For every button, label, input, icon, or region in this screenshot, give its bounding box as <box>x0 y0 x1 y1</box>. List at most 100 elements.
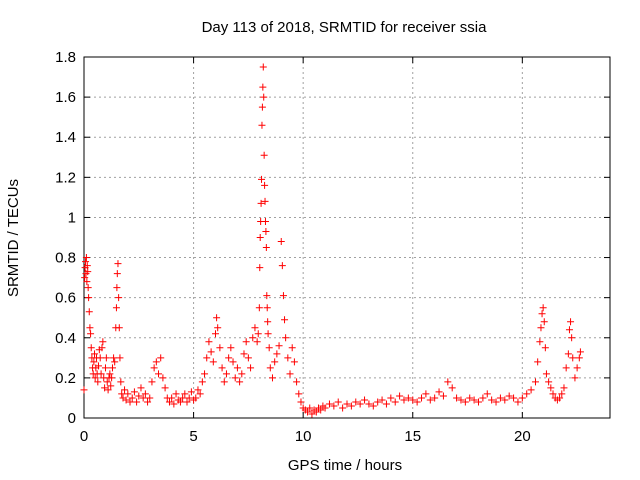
data-point <box>268 374 276 382</box>
data-point <box>104 386 112 394</box>
data-point <box>568 334 576 342</box>
data-point <box>538 310 546 318</box>
y-tick-label: 0.4 <box>55 330 76 347</box>
data-point <box>106 370 114 378</box>
data-point <box>501 396 509 404</box>
data-point <box>575 354 583 362</box>
data-point <box>278 262 286 270</box>
data-point <box>479 394 487 402</box>
data-point <box>107 382 115 390</box>
data-point <box>114 260 122 268</box>
y-tick-label: 1.2 <box>55 169 76 186</box>
data-point <box>139 394 147 402</box>
data-point <box>157 354 165 362</box>
data-point <box>514 398 522 406</box>
data-point <box>260 151 268 159</box>
data-point <box>470 396 478 404</box>
data-point <box>271 358 279 366</box>
data-point <box>547 384 555 392</box>
data-point <box>279 292 287 300</box>
data-point <box>84 268 92 276</box>
data-point <box>453 394 461 402</box>
data-point <box>218 364 226 372</box>
data-point <box>558 390 566 398</box>
data-point <box>212 330 219 338</box>
data-point <box>567 318 575 326</box>
data-point <box>541 344 549 352</box>
data-point <box>457 396 465 404</box>
data-point <box>83 262 91 270</box>
data-point <box>242 338 250 346</box>
data-point <box>369 402 377 410</box>
data-point <box>448 384 456 392</box>
data-point <box>288 344 296 352</box>
data-point <box>135 392 143 400</box>
data-point <box>356 400 364 408</box>
data-point <box>213 314 221 322</box>
data-point <box>339 404 347 412</box>
data-point <box>137 384 145 392</box>
data-point <box>264 330 272 338</box>
data-point <box>534 358 542 366</box>
data-point <box>94 378 102 386</box>
data-point <box>518 394 526 402</box>
data-point <box>222 370 230 378</box>
data-point <box>247 364 255 372</box>
data-point <box>317 406 325 414</box>
x-tick-label: 15 <box>404 428 421 445</box>
data-point <box>361 396 369 404</box>
y-axis-ticks: 0 0.2 0.4 0.6 0.8 1 1.2 1.4 1.6 1.8 <box>55 49 610 427</box>
data-point <box>133 398 141 406</box>
data-point <box>181 390 189 398</box>
data-point <box>312 408 320 416</box>
data-point <box>209 358 217 366</box>
data-point <box>91 350 99 358</box>
data-point <box>257 199 265 207</box>
data-point <box>400 396 408 404</box>
y-tick-label: 1 <box>68 209 76 226</box>
data-point <box>113 284 121 292</box>
data-point <box>187 388 195 396</box>
data-point <box>260 93 268 101</box>
data-point <box>229 358 237 366</box>
data-point <box>262 244 270 252</box>
data-point <box>83 278 91 286</box>
data-point <box>225 354 233 362</box>
data-point <box>321 404 329 412</box>
data-point <box>378 396 386 404</box>
y-tick-label: 0.8 <box>55 250 76 267</box>
data-point <box>286 370 294 378</box>
data-point <box>141 390 149 398</box>
x-tick-label: 0 <box>80 428 88 445</box>
data-point <box>103 378 111 386</box>
data-point <box>374 398 382 406</box>
data-point <box>293 378 301 386</box>
y-tick-label: 1.6 <box>55 89 76 106</box>
data-point <box>418 394 426 402</box>
data-point <box>249 334 257 342</box>
data-point <box>150 364 158 372</box>
data-point <box>290 358 298 366</box>
data-point <box>295 390 303 398</box>
data-point <box>334 398 342 406</box>
data-point <box>382 400 390 408</box>
data-point <box>152 358 160 366</box>
data-point <box>475 398 482 406</box>
data-point <box>409 396 417 404</box>
data-point <box>444 378 452 386</box>
data-point <box>258 103 266 111</box>
data-point <box>263 304 271 312</box>
data-point <box>273 350 281 358</box>
data-point <box>571 374 579 382</box>
data-point <box>82 258 90 266</box>
data-point <box>483 390 491 398</box>
data-point <box>542 370 550 378</box>
data-point <box>161 384 169 392</box>
data-point <box>101 364 109 372</box>
data-point <box>266 364 274 372</box>
data-point <box>281 316 289 324</box>
data-point <box>108 374 116 382</box>
data-point <box>466 394 474 402</box>
data-point <box>101 384 109 392</box>
data-point <box>117 378 125 386</box>
